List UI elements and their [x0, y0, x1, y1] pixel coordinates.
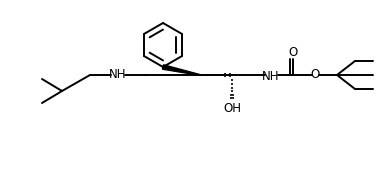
Text: NH: NH — [109, 69, 127, 81]
Text: O: O — [288, 47, 298, 59]
Text: NH: NH — [262, 69, 280, 82]
Polygon shape — [163, 65, 200, 75]
Text: OH: OH — [223, 102, 241, 114]
Text: O: O — [310, 69, 320, 81]
